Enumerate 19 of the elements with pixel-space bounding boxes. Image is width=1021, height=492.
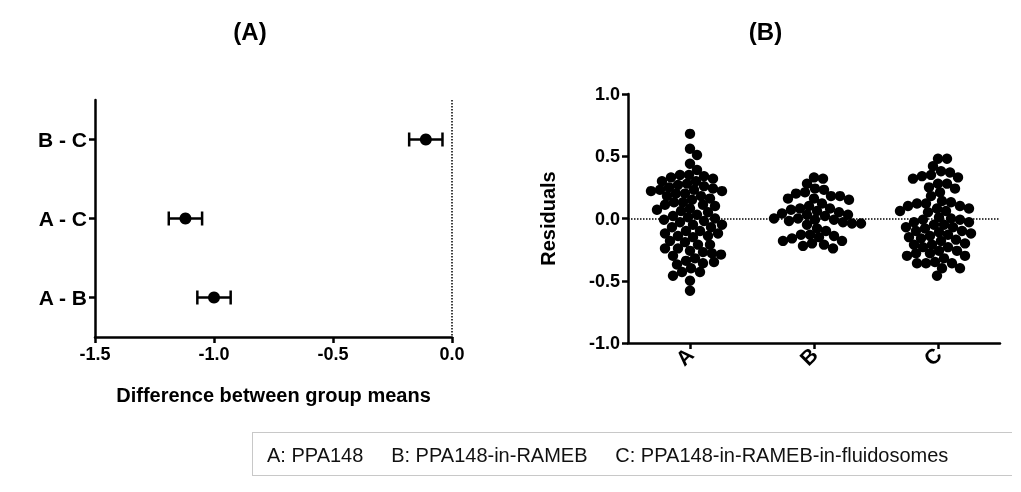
- chart-title: (A): [233, 17, 267, 45]
- y-tick-label: A - B: [38, 286, 87, 309]
- y-tick-label: A - C: [38, 207, 87, 230]
- x-tick-label: -0.5: [317, 344, 349, 364]
- y-tick-label: 0.0: [594, 208, 620, 229]
- x-tick-label: A: [671, 342, 699, 370]
- y-tick-label: B - C: [38, 128, 87, 151]
- x-tick-label: C: [919, 342, 947, 370]
- y-tick-label: 0.5: [594, 146, 620, 167]
- chart-title: (B): [748, 17, 783, 45]
- x-tick-label: -1.0: [198, 344, 230, 364]
- y-tick-label: 1.0: [594, 84, 620, 104]
- y-tick-label: -0.5: [588, 270, 620, 291]
- x-tick-label: -1.5: [79, 344, 111, 364]
- x-axis-title: Difference between group means: [116, 384, 431, 406]
- text: A: PPA148 B: PPA148-in-RAMEB C: PPA148-in-RAMEB-in-fluidosomes: [252, 432, 1012, 476]
- y-axis-title: Residuals: [537, 171, 559, 266]
- x-tick-label: B: [795, 342, 823, 370]
- x-tick-label: 0.0: [439, 344, 465, 364]
